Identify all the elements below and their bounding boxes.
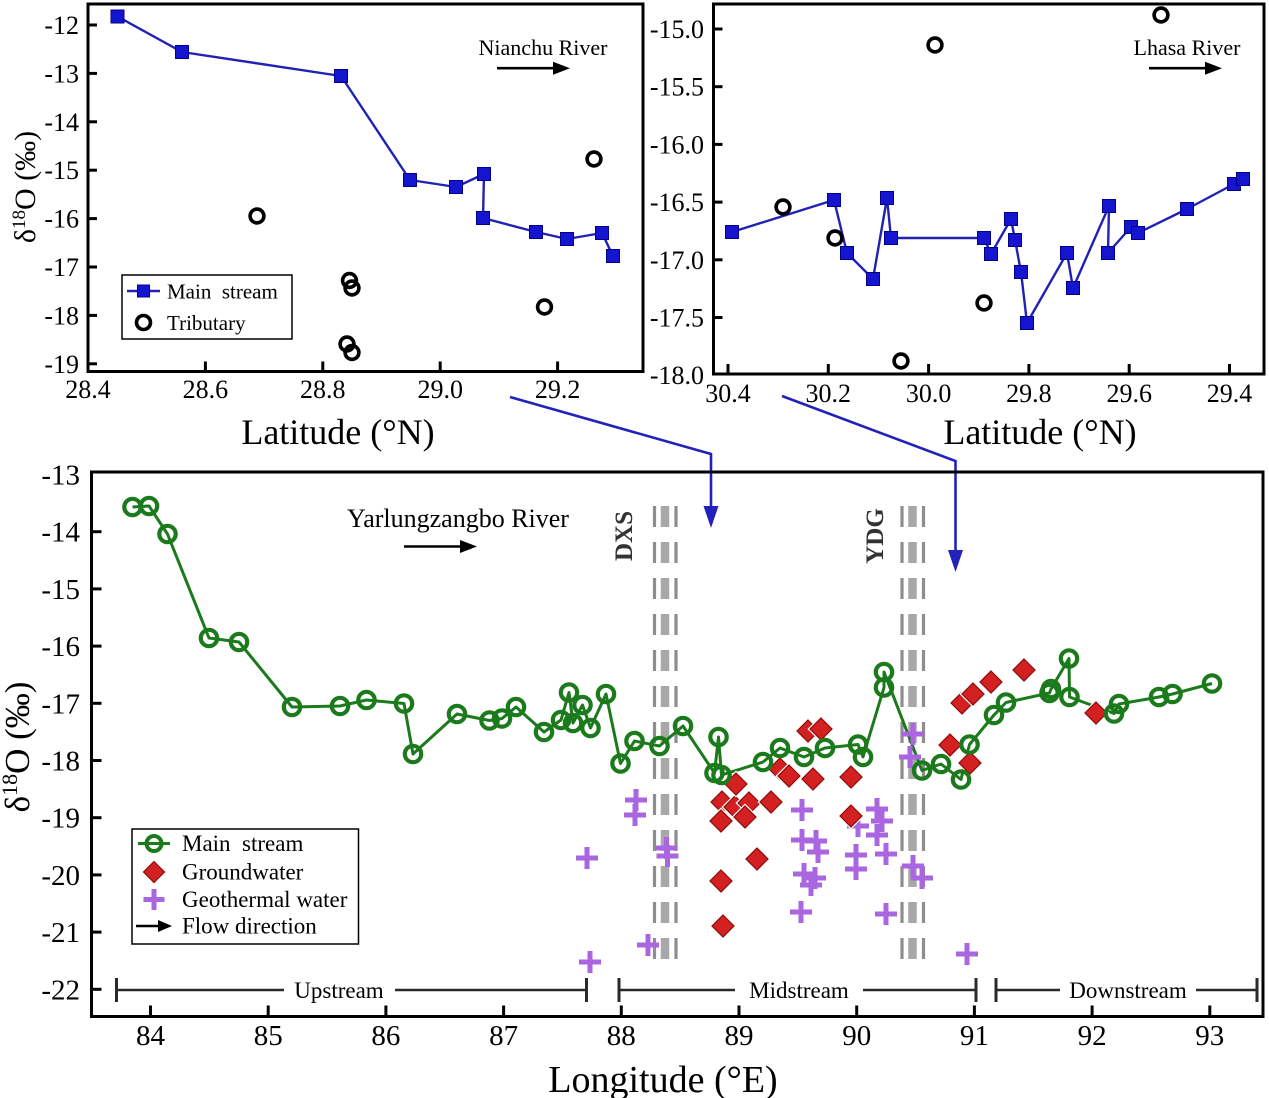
svg-text:-13: -13 xyxy=(44,59,79,88)
svg-text:-17.5: -17.5 xyxy=(650,304,704,333)
svg-text:-14: -14 xyxy=(44,108,79,137)
svg-text:30.0: 30.0 xyxy=(906,379,952,408)
svg-text:-15: -15 xyxy=(44,156,79,185)
svg-text:-14: -14 xyxy=(41,517,80,549)
svg-text:-17: -17 xyxy=(41,688,80,720)
svg-text:Latitude (°N): Latitude (°N) xyxy=(943,412,1136,452)
svg-text:Upstream: Upstream xyxy=(294,978,384,1003)
svg-text:Nianchu River: Nianchu River xyxy=(479,35,609,60)
svg-text:-16.0: -16.0 xyxy=(650,130,704,159)
svg-text:Yarlungzangbo River: Yarlungzangbo River xyxy=(347,504,569,533)
svg-text:-13: -13 xyxy=(41,460,80,492)
svg-text:84: 84 xyxy=(136,1020,166,1052)
svg-text:-17.0: -17.0 xyxy=(650,246,704,275)
svg-text:86: 86 xyxy=(371,1020,400,1052)
svg-text:30.4: 30.4 xyxy=(705,379,751,408)
svg-text:87: 87 xyxy=(489,1020,518,1052)
svg-text:-21: -21 xyxy=(41,917,80,949)
svg-text:YDG: YDG xyxy=(862,508,889,564)
svg-text:-16: -16 xyxy=(41,631,80,663)
svg-text:Main stream: Main stream xyxy=(167,280,278,304)
svg-text:89: 89 xyxy=(725,1020,754,1052)
svg-text:-15: -15 xyxy=(41,574,80,606)
svg-text:Latitude (°N): Latitude (°N) xyxy=(241,412,434,452)
svg-text:28.6: 28.6 xyxy=(183,375,229,404)
svg-text:28.4: 28.4 xyxy=(65,375,111,404)
svg-text:92: 92 xyxy=(1078,1020,1107,1052)
svg-text:-17: -17 xyxy=(44,253,79,282)
svg-text:29.4: 29.4 xyxy=(1207,379,1253,408)
svg-text:DXS: DXS xyxy=(611,511,638,561)
svg-text:29.2: 29.2 xyxy=(535,375,581,404)
svg-text:-16.5: -16.5 xyxy=(650,188,704,217)
svg-text:29.0: 29.0 xyxy=(417,375,463,404)
svg-text:Flow direction: Flow direction xyxy=(182,914,317,939)
svg-text:Tributary: Tributary xyxy=(167,311,246,335)
svg-text:Midstream: Midstream xyxy=(749,978,849,1003)
svg-text:Geothermal water: Geothermal water xyxy=(182,887,348,912)
svg-text:-20: -20 xyxy=(41,860,80,892)
svg-text:-19: -19 xyxy=(41,803,80,835)
svg-text:-12: -12 xyxy=(44,11,79,40)
svg-text:-18: -18 xyxy=(44,301,79,330)
svg-text:28.8: 28.8 xyxy=(300,375,346,404)
svg-text:93: 93 xyxy=(1195,1020,1224,1052)
svg-text:Longitude (°E): Longitude (°E) xyxy=(548,1059,777,1098)
svg-text:90: 90 xyxy=(842,1020,871,1052)
svg-text:-15.0: -15.0 xyxy=(650,15,704,44)
svg-text:Groundwater: Groundwater xyxy=(182,860,304,885)
svg-text:-15.5: -15.5 xyxy=(650,73,704,102)
svg-text:29.6: 29.6 xyxy=(1106,379,1152,408)
svg-text:88: 88 xyxy=(607,1020,636,1052)
svg-text:-19: -19 xyxy=(44,350,79,379)
svg-text:-22: -22 xyxy=(41,974,80,1006)
svg-text:-18: -18 xyxy=(41,746,80,778)
svg-text:29.8: 29.8 xyxy=(1006,379,1052,408)
svg-text:91: 91 xyxy=(960,1020,989,1052)
svg-text:30.2: 30.2 xyxy=(806,379,852,408)
svg-text:-16: -16 xyxy=(44,205,79,234)
svg-text:-18.0: -18.0 xyxy=(650,361,704,390)
svg-text:Main stream: Main stream xyxy=(182,831,303,856)
svg-text:Lhasa River: Lhasa River xyxy=(1134,35,1242,60)
svg-text:Downstream: Downstream xyxy=(1069,978,1187,1003)
svg-text:85: 85 xyxy=(254,1020,283,1052)
